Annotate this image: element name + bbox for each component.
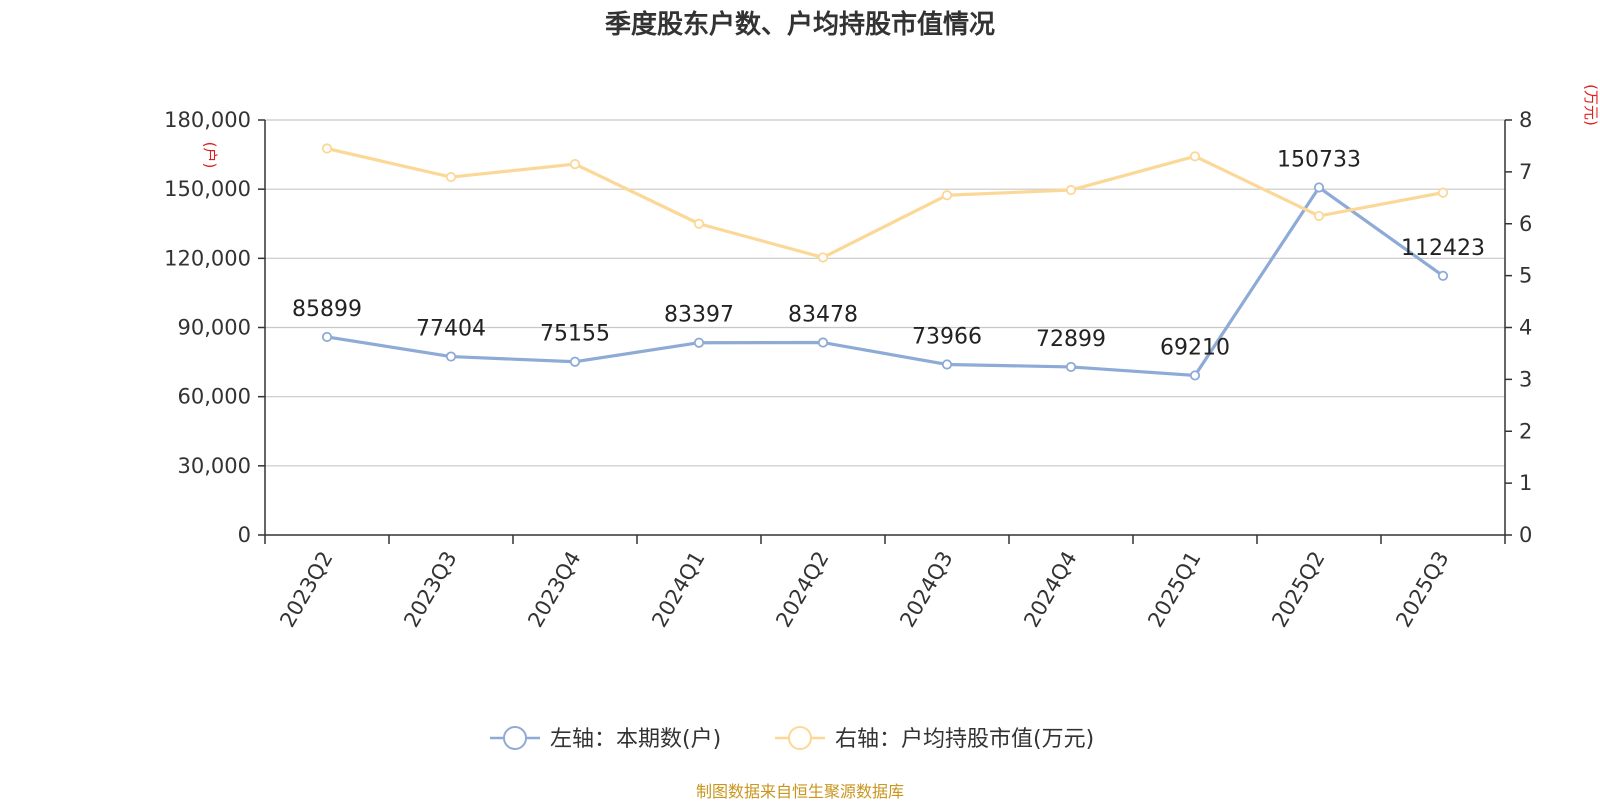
series-point-0 — [569, 356, 581, 367]
left-tick-label: 0 — [238, 523, 251, 547]
right-tick-label: 0 — [1519, 523, 1532, 547]
right-tick-label: 7 — [1519, 160, 1532, 184]
series-point-0 — [1313, 182, 1325, 193]
x-tick-label: 2024Q1 — [647, 547, 709, 631]
right-tick-label: 2 — [1519, 419, 1532, 443]
right-tick-label: 4 — [1519, 316, 1532, 340]
left-tick-label: 120,000 — [164, 246, 251, 270]
data-label: 112423 — [1401, 236, 1485, 261]
left-tick-label: 180,000 — [164, 108, 251, 132]
data-label: 69210 — [1160, 335, 1230, 360]
x-tick-label: 2023Q3 — [399, 547, 461, 631]
left-tick-label: 90,000 — [178, 316, 251, 340]
legend-marker-icon — [503, 726, 527, 750]
series-point-0 — [693, 337, 705, 348]
series-point-1 — [817, 252, 829, 263]
data-label: 75155 — [540, 322, 610, 347]
right-axis-ticks: 0 1 2 3 4 5 6 7 8 — [1505, 108, 1532, 547]
series-line-0 — [326, 185, 1444, 378]
left-tick-label: 60,000 — [178, 385, 251, 409]
right-tick-label: 8 — [1519, 108, 1532, 132]
x-axis-ticks: 2023Q2 2023Q3 2023Q4 2024Q1 2024Q2 2024Q3 2024… — [264, 535, 1506, 631]
legend-item-1[interactable]: 右轴：户均持股市值(万元) — [775, 726, 1094, 752]
series-point-0 — [1189, 370, 1201, 381]
series-point-1 — [1065, 184, 1077, 196]
data-label: 150733 — [1277, 147, 1361, 172]
series-point-0 — [817, 337, 829, 348]
series-point-0 — [1065, 361, 1077, 373]
legend-label: 左轴：本期数(户) — [550, 727, 721, 752]
x-tick-label: 2025Q2 — [1267, 547, 1329, 631]
x-tick-label: 2025Q3 — [1391, 547, 1453, 631]
legend-marker-icon — [788, 726, 812, 750]
x-tick-label: 2024Q3 — [895, 547, 957, 631]
series-point-1 — [693, 218, 705, 229]
series-point-0 — [941, 359, 953, 370]
x-tick-label: 2023Q4 — [523, 547, 585, 631]
series-point-0 — [1437, 270, 1449, 281]
series-line-1 — [326, 146, 1444, 260]
x-tick-label: 2023Q2 — [275, 547, 337, 631]
series-point-0 — [445, 351, 457, 362]
data-label: 83478 — [788, 303, 858, 328]
right-tick-label: 1 — [1519, 471, 1532, 495]
series-point-1 — [321, 143, 333, 154]
legend-item-0[interactable]: 左轴：本期数(户) — [490, 726, 721, 752]
left-tick-label: 30,000 — [178, 454, 251, 478]
series-point-1 — [941, 190, 953, 201]
x-tick-label: 2024Q4 — [1019, 547, 1081, 631]
data-label: 77404 — [416, 317, 486, 342]
chart-title: 季度股东户数、户均持股市值情况 — [604, 10, 995, 40]
x-tick-label: 2025Q1 — [1143, 547, 1205, 631]
series-group: 85899 77404 75155 83397 83478 73966 72899 69210… — [292, 143, 1485, 381]
data-label: 73966 — [912, 324, 982, 349]
series-point-1 — [1437, 187, 1449, 198]
left-tick-label: 150,000 — [164, 177, 251, 201]
series-point-0 — [321, 331, 333, 343]
data-label: 85899 — [292, 297, 362, 322]
series-point-1 — [1313, 210, 1325, 222]
left-axis-unit: (户) — [201, 142, 219, 169]
data-label: 83397 — [664, 303, 734, 328]
data-label: 72899 — [1036, 327, 1106, 352]
source-note: 制图数据来自恒生聚源数据库 — [695, 782, 904, 801]
legend[interactable]: 左轴：本期数(户) 右轴：户均持股市值(万元) — [490, 726, 1094, 752]
right-tick-label: 3 — [1519, 367, 1532, 391]
right-tick-label: 5 — [1519, 264, 1532, 288]
legend-label: 右轴：户均持股市值(万元) — [835, 727, 1094, 752]
right-tick-label: 6 — [1519, 212, 1532, 236]
series-point-1 — [569, 158, 581, 170]
right-axis-unit: (万元) — [1582, 84, 1600, 126]
x-tick-label: 2024Q2 — [771, 547, 833, 631]
grid-lines — [265, 119, 1505, 467]
left-axis-ticks: 0 30,000 60,000 90,000 120,000 150,000 180,000 — [164, 108, 265, 547]
series-point-1 — [1189, 151, 1201, 162]
series-point-1 — [445, 171, 457, 183]
